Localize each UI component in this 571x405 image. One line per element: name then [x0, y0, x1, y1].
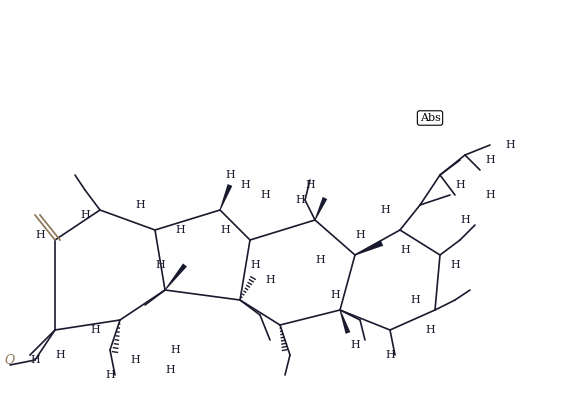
Polygon shape: [355, 240, 383, 256]
Text: H: H: [55, 350, 65, 360]
Text: H: H: [305, 180, 315, 190]
Text: H: H: [450, 260, 460, 270]
Text: H: H: [485, 190, 495, 200]
Text: H: H: [35, 230, 45, 240]
Text: H: H: [170, 345, 180, 355]
Text: H: H: [355, 230, 365, 240]
Text: H: H: [250, 260, 260, 270]
Text: H: H: [460, 215, 470, 225]
Text: H: H: [240, 180, 250, 190]
Text: H: H: [175, 225, 185, 235]
Text: H: H: [385, 350, 395, 360]
Polygon shape: [164, 263, 187, 290]
Text: H: H: [295, 195, 305, 205]
Text: H: H: [225, 170, 235, 180]
Text: H: H: [350, 340, 360, 350]
Text: H: H: [455, 180, 465, 190]
Text: H: H: [130, 355, 140, 365]
Text: H: H: [400, 245, 410, 255]
Polygon shape: [340, 310, 351, 334]
Text: H: H: [155, 260, 165, 270]
Text: H: H: [105, 370, 115, 380]
Text: H: H: [135, 200, 145, 210]
Text: Abs: Abs: [420, 113, 440, 123]
Text: H: H: [265, 275, 275, 285]
Text: H: H: [260, 190, 270, 200]
Text: H: H: [330, 290, 340, 300]
Text: H: H: [380, 205, 390, 215]
Text: H: H: [315, 255, 325, 265]
Text: H: H: [410, 295, 420, 305]
Text: H: H: [505, 140, 515, 150]
Text: H: H: [90, 325, 100, 335]
Text: H: H: [80, 210, 90, 220]
Text: H: H: [30, 355, 40, 365]
Text: H: H: [485, 155, 495, 165]
Text: H: H: [165, 365, 175, 375]
Text: H: H: [220, 225, 230, 235]
Polygon shape: [315, 197, 327, 220]
Polygon shape: [219, 184, 232, 210]
Text: H: H: [425, 325, 435, 335]
Text: O: O: [5, 354, 15, 367]
